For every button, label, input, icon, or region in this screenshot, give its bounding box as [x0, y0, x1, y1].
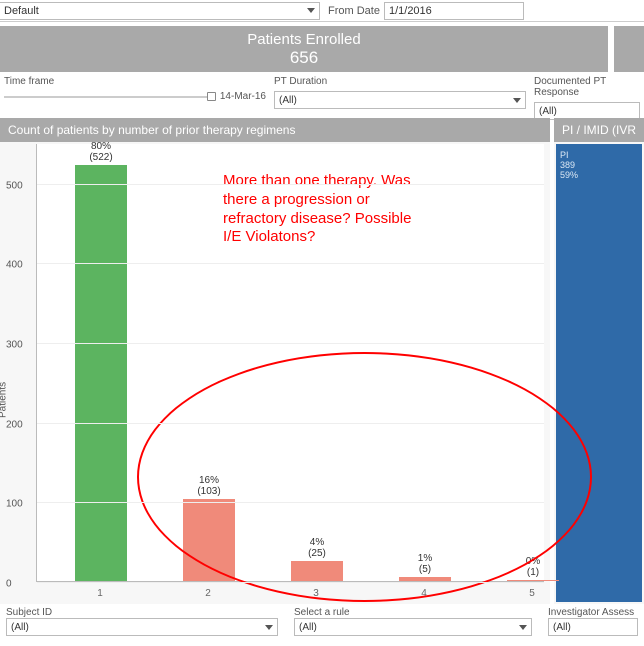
x-tick: 5 [497, 588, 567, 599]
main-chart-title: Count of patients by number of prior the… [0, 118, 550, 142]
bottom-row: Subject ID (All) Select a rule (All) Inv… [0, 604, 644, 638]
main-chart-card: Count of patients by number of prior the… [0, 118, 550, 604]
kpi-row: Patients Enrolled 656 [0, 26, 644, 72]
pt-duration-dropdown[interactable]: (All) [274, 91, 526, 109]
chevron-down-icon [307, 8, 315, 13]
plot-area: 80%(522)16%(103)4%(25)1%(5)0%(1) More th… [36, 144, 544, 582]
filter-row: Time frame 14-Mar-16 PT Duration (All) D… [0, 74, 644, 114]
side-line2: 389 [560, 160, 638, 170]
kpi-cut [614, 26, 644, 72]
subject-id-dropdown[interactable]: (All) [6, 618, 278, 636]
view-dropdown[interactable]: Default [0, 2, 320, 20]
kpi-title: Patients Enrolled [247, 31, 360, 48]
kpi-enrolled: Patients Enrolled 656 [0, 26, 608, 72]
from-date-value: 1/1/2016 [389, 5, 432, 17]
investigator-label: Investigator Assess [548, 607, 634, 618]
doc-pt-response-value: (All) [539, 106, 557, 117]
from-date-label: From Date [328, 5, 380, 17]
chevron-down-icon [519, 625, 527, 630]
side-line3: 59% [560, 170, 638, 180]
side-chart-body: PI 389 59% [556, 144, 642, 602]
investigator-value: (All) [553, 622, 571, 633]
y-tick: 500 [6, 180, 23, 191]
chevron-down-icon [513, 98, 521, 103]
x-axis-labels: 12345 [36, 588, 544, 602]
y-tick: 400 [6, 260, 23, 271]
select-rule-dropdown[interactable]: (All) [294, 618, 532, 636]
timeframe-value: 14-Mar-16 [220, 91, 266, 102]
bar-group: 80%(522) [66, 141, 136, 581]
y-tick: 0 [6, 579, 12, 590]
x-tick: 3 [281, 588, 351, 599]
y-axis-label: Patients [0, 382, 9, 418]
x-tick: 1 [65, 588, 135, 599]
annotation-ellipse [137, 352, 592, 602]
select-rule-value: (All) [299, 622, 317, 633]
y-tick: 200 [6, 419, 23, 430]
view-dropdown-value: Default [4, 5, 39, 17]
bar[interactable] [507, 580, 559, 581]
side-chart-title: PI / IMID (IVR [554, 118, 644, 142]
x-tick: 4 [389, 588, 459, 599]
top-controls: Default From Date 1/1/2016 [0, 0, 644, 22]
x-tick: 2 [173, 588, 243, 599]
chevron-down-icon [265, 625, 273, 630]
subject-id-value: (All) [11, 622, 29, 633]
bar[interactable] [75, 165, 127, 581]
timeframe-slider[interactable]: 14-Mar-16 [4, 91, 266, 102]
kpi-value: 656 [290, 48, 318, 68]
slider-handle-icon[interactable] [207, 92, 216, 101]
timeframe-label: Time frame [4, 76, 266, 87]
subject-id-label: Subject ID [6, 607, 52, 618]
charts-row: Count of patients by number of prior the… [0, 118, 644, 604]
y-tick: 100 [6, 499, 23, 510]
side-line1: PI [560, 150, 638, 160]
from-date-input[interactable]: 1/1/2016 [384, 2, 524, 20]
select-rule-label: Select a rule [294, 607, 350, 618]
pt-duration-label: PT Duration [274, 76, 526, 87]
pt-duration-value: (All) [279, 95, 297, 106]
bar-value-label: 80%(522) [89, 141, 112, 163]
investigator-dropdown[interactable]: (All) [548, 618, 638, 636]
doc-pt-response-label: Documented PT Response [534, 76, 640, 98]
y-tick: 300 [6, 340, 23, 351]
